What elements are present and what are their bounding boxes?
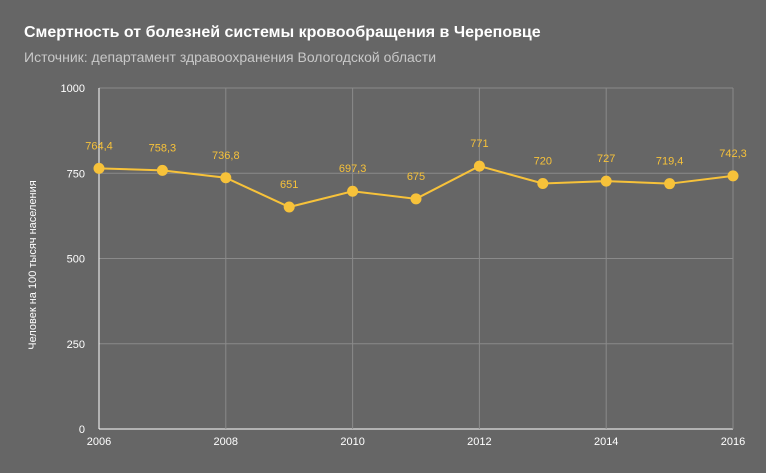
x-tick-label: 2008	[214, 436, 238, 448]
data-point	[473, 160, 485, 172]
data-point	[283, 201, 295, 213]
data-point	[664, 178, 676, 190]
data-label: 771	[470, 138, 488, 150]
x-tick-label: 2006	[87, 436, 111, 448]
y-tick-label: 750	[67, 168, 85, 180]
series-layer	[93, 160, 739, 213]
y-tick-label: 1000	[61, 83, 85, 95]
y-tick-label: 0	[79, 424, 85, 436]
grid-lines	[98, 87, 734, 430]
x-tick-label: 2014	[594, 436, 618, 448]
data-point	[93, 162, 105, 174]
x-tick-label: 2010	[340, 436, 364, 448]
data-labels: 764,4 758,3 736,8 651 697,3 675 771 720 727 719,4…	[85, 138, 747, 191]
data-point	[537, 177, 549, 189]
data-label: 697,3	[339, 163, 367, 175]
data-label: 736,8	[212, 150, 240, 162]
data-label: 727	[597, 153, 615, 165]
data-label: 758,3	[149, 142, 177, 154]
data-label: 764,4	[85, 140, 113, 152]
x-tick-label: 2012	[467, 436, 491, 448]
y-tick-label: 250	[67, 339, 85, 351]
data-label: 651	[280, 179, 298, 191]
chart-title: Смертность от болезней системы кровообра…	[24, 24, 541, 41]
x-tick-label: 2016	[721, 436, 745, 448]
data-label: 719,4	[656, 156, 684, 168]
data-point	[727, 170, 739, 182]
data-label: 720	[534, 155, 552, 167]
data-label: 742,3	[719, 148, 747, 160]
data-point	[220, 172, 232, 184]
y-axis-label: Человек на 100 тысяч населения	[27, 180, 39, 349]
axes: 0 250 500 750 1000 2006 2008 2010 2012 2014 2016	[61, 83, 746, 448]
y-tick-label: 500	[67, 254, 85, 266]
data-label: 675	[407, 171, 425, 183]
chart-subtitle: Источник: департамент здравоохранения Во…	[24, 49, 437, 65]
data-point	[600, 175, 612, 187]
data-point	[410, 193, 422, 205]
data-point	[347, 185, 359, 197]
data-point	[156, 164, 168, 176]
